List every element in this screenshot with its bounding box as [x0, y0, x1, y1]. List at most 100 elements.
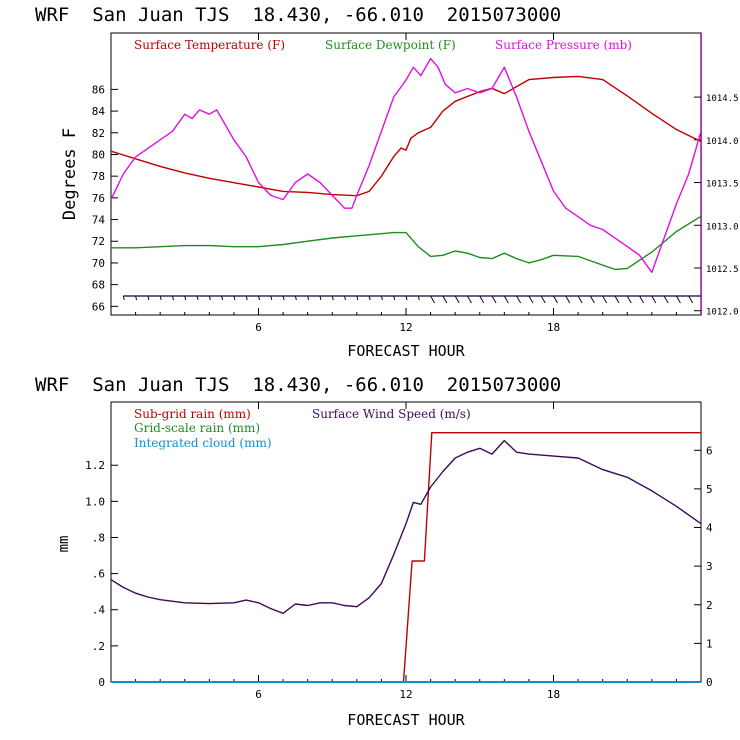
series-line-surface-temperature	[110, 75, 702, 197]
panel1-title: WRF San Juan TJS 18.430, -66.010 2015073…	[35, 4, 561, 26]
panel1-y-right-tick-label: 1012.0	[706, 308, 739, 318]
panel1-y-tick-label: 80	[92, 148, 105, 161]
panel1-ylabel: Degrees F	[60, 128, 80, 220]
series-line-surface-pressure	[110, 57, 702, 273]
panel2-y-tick-label: 1.2	[85, 459, 105, 472]
legend-surface-pressure: Surface Pressure (mb)	[495, 38, 632, 52]
panel2-title: WRF San Juan TJS 18.430, -66.010 2015073…	[35, 374, 561, 396]
wind-barb	[159, 295, 162, 301]
panel1-y-tick-label: 76	[92, 192, 105, 205]
series-line-sub-grid-rain	[111, 432, 701, 683]
wind-barb	[589, 295, 595, 304]
wind-barb	[393, 295, 396, 301]
wind-barb	[675, 295, 681, 304]
wind-barb	[147, 295, 150, 301]
panel1-y-tick-label: 86	[92, 83, 105, 96]
panel2-y-tick-label: .6	[92, 568, 105, 581]
panel1-right-axis-line	[701, 33, 702, 315]
wind-barb	[479, 295, 485, 304]
legend-grid-scale-rain: Grid-scale rain (mm)	[134, 421, 260, 435]
wind-barb	[344, 295, 347, 301]
panel1-y-right-tick-label: 1014.0	[706, 137, 739, 147]
wind-barb	[516, 295, 522, 304]
panel1-xlabel: FORECAST HOUR	[347, 342, 465, 360]
panel1-y-tick-label: 72	[92, 235, 105, 248]
wind-barb	[356, 295, 359, 301]
wind-barbs-row	[122, 295, 701, 304]
panel2-x-tick-label: 6	[255, 688, 262, 701]
wind-barb	[184, 295, 187, 301]
wind-barb	[442, 295, 448, 304]
wind-barb	[553, 295, 558, 304]
wind-barb	[135, 295, 138, 301]
wind-barb	[577, 295, 583, 304]
panel1-x-tick-label: 6	[255, 321, 262, 334]
panel2-x-tick-label: 12	[399, 688, 412, 701]
legend-surface-dewpoint: Surface Dewpoint (F)	[325, 38, 456, 52]
wind-barb	[331, 295, 334, 301]
wind-barb	[491, 295, 497, 304]
series-line-surface-wind-speed	[110, 439, 702, 614]
panel1-x-tick-label: 12	[399, 321, 412, 334]
wind-barb	[405, 295, 408, 301]
panel1-y-tick-label: 68	[92, 279, 105, 292]
wind-barb	[430, 295, 436, 304]
wind-barb	[651, 295, 657, 304]
panel1-y-tick-label: 66	[92, 300, 105, 313]
wind-barb	[294, 295, 297, 301]
wind-barb	[614, 295, 620, 304]
wind-barb	[171, 295, 174, 301]
panel1-y-tick-label: 84	[92, 105, 106, 118]
wind-barb	[639, 295, 644, 304]
wind-barb	[270, 295, 273, 301]
wind-barb	[196, 295, 199, 301]
panel1-frame	[110, 32, 702, 316]
panel2-y-right-tick-label: 1	[706, 637, 713, 650]
legend-integrated-cloud: Integrated cloud (mm)	[134, 436, 272, 450]
wind-barb	[528, 295, 534, 304]
wind-barb	[626, 295, 632, 304]
wind-barb	[122, 295, 125, 301]
panel2-x-tick-label: 18	[547, 688, 560, 701]
wind-barb	[467, 295, 472, 304]
wind-barb	[307, 295, 310, 301]
panel2-xlabel: FORECAST HOUR	[347, 711, 465, 729]
wind-barb	[688, 295, 694, 304]
panel1-y-tick-label: 70	[92, 257, 105, 270]
wind-barb	[417, 295, 420, 301]
panel1-plot: 6 12 18 66 68 70 72 74 76 78 80 82 84 86 1012.0 1012.5 1…	[92, 32, 739, 334]
panel2-y-right-tick-label: 3	[706, 560, 713, 573]
panel1-x-tick-label: 18	[547, 321, 560, 334]
panel2-y-right-tick-label: 0	[706, 676, 713, 689]
wind-barb	[540, 295, 546, 304]
wind-barb	[258, 295, 260, 301]
wind-barb	[663, 295, 669, 304]
panel1-y-right-tick-label: 1013.5	[706, 180, 739, 190]
wind-barb	[319, 295, 322, 301]
wind-barb	[245, 295, 248, 301]
panel2-y-right-tick-label: 4	[706, 522, 713, 535]
wind-barb	[454, 295, 460, 304]
wind-barb	[233, 295, 236, 301]
wind-barb	[602, 295, 608, 304]
panel2-y-right-tick-label: 2	[706, 599, 713, 612]
panel2-y-tick-label: 0	[98, 676, 105, 689]
panel1-y-tick-label: 74	[92, 214, 106, 227]
wind-barb	[221, 295, 224, 301]
panel2-y-right-tick-label: 6	[706, 444, 713, 457]
wind-barb	[565, 295, 571, 304]
panel1-y-right-tick-label: 1014.5	[706, 94, 739, 104]
panel1-y-right-tick-label: 1013.0	[706, 222, 739, 232]
legend-surface-wind-speed: Surface Wind Speed (m/s)	[312, 407, 471, 421]
panel2-y-tick-label: .8	[92, 531, 105, 544]
panel2-y-right-tick-label: 5	[706, 483, 713, 496]
wind-barb	[208, 295, 211, 301]
panel2-y-tick-label: .2	[92, 640, 105, 653]
series-line-surface-dewpoint	[111, 215, 702, 271]
panel2-y-tick-label: .4	[92, 604, 106, 617]
panel2-ylabel: mm	[56, 536, 72, 553]
panel1-y-right-tick-label: 1012.5	[706, 265, 739, 275]
wind-barb	[380, 295, 383, 301]
